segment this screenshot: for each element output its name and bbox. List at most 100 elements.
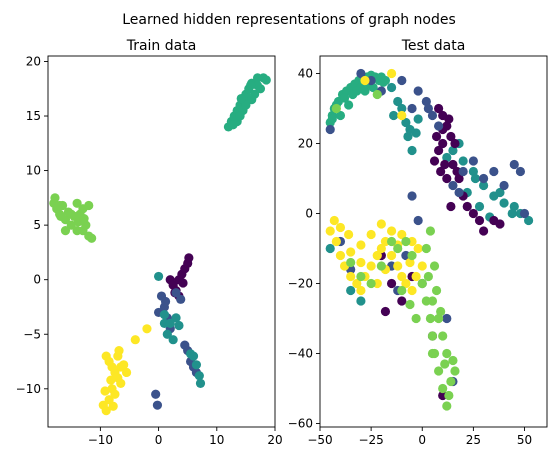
test-point-3-15 bbox=[499, 180, 509, 191]
train-y-tick-label-1: −5 bbox=[23, 327, 41, 341]
test-point-5-8 bbox=[446, 376, 456, 387]
test-point-3-5 bbox=[413, 86, 423, 96]
train-point-5-10 bbox=[195, 378, 206, 388]
test-point-4-9 bbox=[372, 250, 382, 261]
test-point-2-9 bbox=[448, 159, 458, 170]
test-point-5-21 bbox=[366, 278, 376, 289]
test-point-3-4 bbox=[407, 103, 417, 114]
train-point-0-24 bbox=[236, 93, 246, 104]
test-point-5-34 bbox=[372, 89, 382, 100]
train-point-2-12 bbox=[110, 389, 120, 399]
test-y-tick-label-1: −40 bbox=[288, 347, 313, 361]
train-x-tick-label-0: −10 bbox=[88, 433, 113, 447]
test-point-5-16 bbox=[407, 250, 417, 261]
test-point-1-21 bbox=[325, 243, 335, 254]
test-point-4-27 bbox=[335, 222, 346, 233]
train-point-4-11 bbox=[151, 389, 161, 399]
test-point-3-0 bbox=[356, 68, 366, 79]
train-point-2-17 bbox=[119, 360, 129, 370]
train-y-tick-label-6: 20 bbox=[26, 54, 41, 68]
test-point-0-22 bbox=[368, 82, 378, 93]
train-point-1-9 bbox=[50, 193, 60, 203]
test-point-1-26 bbox=[442, 152, 452, 163]
train-data-points bbox=[49, 73, 271, 416]
test-point-2-13 bbox=[468, 208, 478, 219]
test-point-2-20 bbox=[397, 296, 407, 306]
train-point-5-7 bbox=[188, 351, 199, 361]
test-point-4-25 bbox=[356, 240, 366, 250]
test-point-5-29 bbox=[436, 306, 446, 317]
train-y-tick-label-0: −10 bbox=[16, 382, 41, 396]
test-point-3-28 bbox=[442, 313, 452, 324]
train-point-5-4 bbox=[171, 313, 181, 323]
train-point-2-15 bbox=[100, 386, 110, 396]
test-point-2-3 bbox=[446, 131, 456, 142]
train-point-1-4 bbox=[66, 220, 76, 230]
test-point-3-30 bbox=[423, 103, 433, 114]
test-point-5-35 bbox=[427, 348, 438, 359]
test-point-3-8 bbox=[434, 121, 444, 131]
test-data-title: Test data bbox=[401, 38, 466, 54]
train-point-2-20 bbox=[121, 367, 132, 378]
test-point-3-18 bbox=[519, 208, 530, 219]
test-point-5-2 bbox=[425, 313, 436, 324]
train-y-tick-label-2: 0 bbox=[33, 273, 41, 287]
test-point-1-14 bbox=[509, 201, 519, 212]
test-point-4-6 bbox=[356, 285, 366, 296]
test-data-ticks: −50 −25 0 25 50 −60 −40 −20 0 20 40 bbox=[288, 67, 532, 448]
test-point-0-16 bbox=[339, 93, 350, 103]
test-point-4-36 bbox=[329, 215, 339, 226]
test-point-4-17 bbox=[411, 271, 421, 282]
test-point-5-22 bbox=[356, 271, 366, 282]
test-point-4-15 bbox=[401, 278, 411, 289]
test-point-1-25 bbox=[405, 124, 415, 135]
train-point-3-7 bbox=[184, 253, 194, 263]
test-point-2-23 bbox=[444, 114, 454, 124]
test-point-2-27 bbox=[380, 306, 391, 317]
test-y-tick-label-4: 20 bbox=[298, 137, 313, 151]
train-point-1-23 bbox=[56, 211, 66, 222]
train-point-5-2 bbox=[162, 329, 172, 339]
test-point-5-28 bbox=[431, 285, 442, 296]
test-point-5-9 bbox=[448, 355, 458, 366]
test-y-tick-label-0: −60 bbox=[288, 417, 313, 431]
test-point-1-8 bbox=[448, 145, 458, 156]
test-point-0-23 bbox=[335, 110, 346, 121]
test-point-3-11 bbox=[458, 166, 468, 177]
test-point-4-8 bbox=[366, 261, 376, 271]
test-point-3-13 bbox=[479, 173, 489, 184]
test-point-1-3 bbox=[401, 117, 411, 128]
train-point-4-12 bbox=[152, 400, 163, 410]
train-point-0-21 bbox=[252, 80, 263, 91]
test-point-5-6 bbox=[438, 383, 448, 394]
test-y-tick-label-2: −20 bbox=[288, 277, 313, 291]
test-point-5-18 bbox=[393, 243, 403, 254]
train-point-1-18 bbox=[72, 198, 82, 208]
train-x-tick-label-2: 10 bbox=[209, 433, 224, 447]
test-point-2-10 bbox=[454, 173, 464, 184]
test-x-tick-label-2: 0 bbox=[418, 433, 426, 447]
train-point-1-22 bbox=[79, 213, 89, 224]
test-point-1-24 bbox=[389, 110, 399, 121]
test-point-1-16 bbox=[523, 215, 534, 226]
test-x-tick-label-4: 50 bbox=[517, 433, 532, 447]
test-point-5-20 bbox=[376, 261, 386, 271]
test-point-4-32 bbox=[405, 257, 415, 268]
test-point-2-19 bbox=[386, 278, 397, 289]
train-data-axes-frame bbox=[47, 55, 276, 428]
figure-suptitle: Learned hidden representations of graph … bbox=[122, 12, 456, 28]
test-point-1-27 bbox=[495, 187, 505, 198]
test-point-4-21 bbox=[397, 229, 407, 240]
test-point-0-20 bbox=[360, 86, 370, 96]
test-point-4-14 bbox=[397, 271, 407, 282]
test-point-2-30 bbox=[446, 201, 456, 212]
test-point-2-5 bbox=[434, 145, 444, 156]
train-point-0-19 bbox=[241, 100, 251, 110]
test-point-5-7 bbox=[442, 401, 452, 411]
test-point-2-25 bbox=[431, 131, 442, 142]
test-point-5-31 bbox=[444, 390, 454, 401]
test-point-2-14 bbox=[474, 215, 485, 226]
test-point-2-15 bbox=[479, 226, 489, 236]
test-point-4-26 bbox=[346, 247, 356, 257]
test-point-5-5 bbox=[434, 366, 444, 376]
